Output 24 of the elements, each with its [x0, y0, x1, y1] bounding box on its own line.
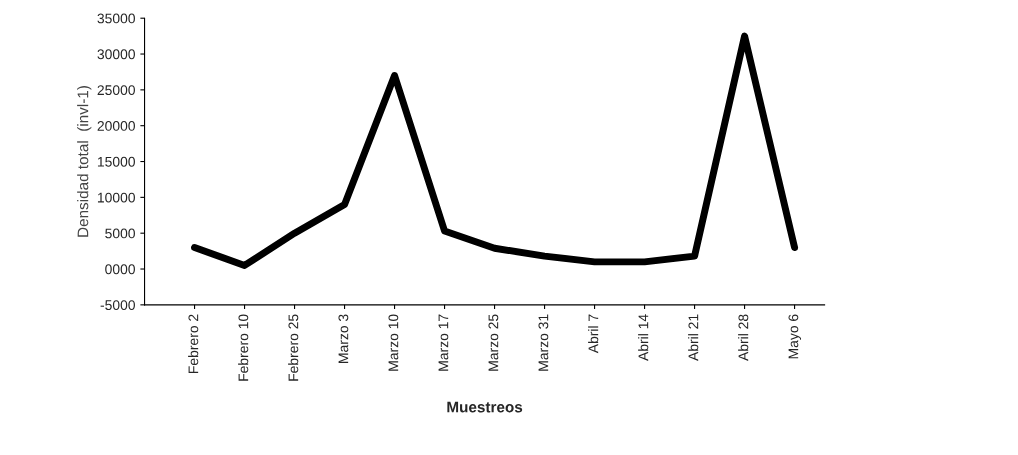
x-tick-label: Febrero 10 [238, 314, 249, 381]
y-tick-label: 5000 [105, 228, 135, 239]
y-tick-label: 15000 [97, 156, 135, 167]
y-axis-title: Densidad total (invl-1) [77, 86, 92, 237]
x-tick-label: Marzo 3 [338, 314, 349, 363]
y-tick-label: 10000 [97, 192, 135, 203]
x-tick-label: Abril 21 [688, 314, 699, 361]
x-tick-label: Abril 14 [638, 314, 649, 361]
x-tick-label: Marzo 25 [488, 314, 499, 371]
y-tick-label: 35000 [97, 13, 135, 24]
x-tick-label: Marzo 17 [438, 314, 449, 371]
x-tick-label: Marzo 10 [388, 314, 399, 371]
y-tick-label: 20000 [97, 121, 135, 131]
y-tick-label: 30000 [97, 49, 135, 60]
x-tick-label: Abril 28 [738, 314, 749, 361]
x-axis-title: Muestreos [447, 401, 523, 413]
x-tick-label: Febrero 2 [188, 314, 199, 373]
x-tick-label: Abril 7 [588, 314, 599, 354]
y-tick-label: 0000 [105, 264, 135, 275]
x-tick-label: Mayo 6 [788, 314, 802, 359]
y-tick-label: 25000 [97, 85, 135, 96]
x-tick-label: Febrero 25 [288, 314, 299, 381]
y-tick-label: -5000 [100, 300, 135, 311]
x-tick-label: Marzo 31 [538, 314, 549, 371]
